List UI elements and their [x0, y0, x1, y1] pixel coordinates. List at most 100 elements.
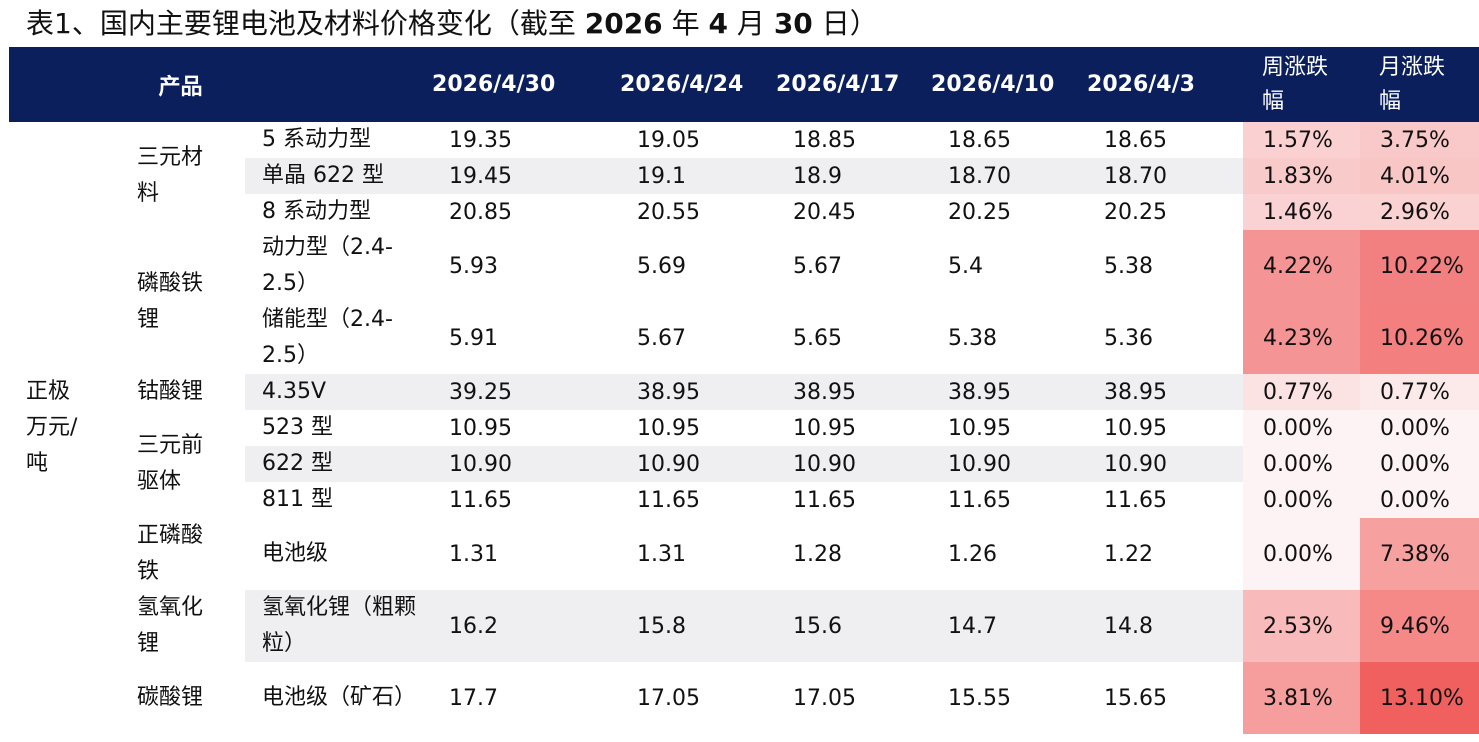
product-name: 单晶 622 型 — [262, 163, 384, 188]
table-row: 碳酸锂 电池级（矿石） 17.7 17.05 17.05 15.55 15.65 3.81% 1… — [9, 662, 1479, 734]
price-cell: 19.1 — [620, 158, 777, 194]
price-cell: 38.95 — [931, 374, 1088, 410]
price-cell: 16.2 — [432, 590, 621, 662]
price-cell: 18.85 — [793, 127, 857, 153]
table-row: 正极 万元/吨 三元材料 5 系动力型 19.35 19.05 18.85 18.65 18.… — [9, 122, 1479, 476]
price-cell: 10.90 — [620, 446, 777, 482]
price-cell: 5.67 — [793, 253, 843, 279]
group-name-cell: 三元前驱体 — [128, 410, 245, 518]
product-name: 电池级（矿石） — [262, 685, 417, 710]
price-cell: 38.95 — [776, 374, 932, 410]
group-name: 碳酸锂 — [137, 685, 204, 710]
product-cell: 811 型 — [245, 482, 432, 518]
product-cell: 储能型（2.4-2.5） — [245, 302, 432, 374]
week-change-cell: 3.81% — [1243, 662, 1361, 734]
price-cell: 18.65 — [948, 127, 1012, 153]
product-cell: 5 系动力型 — [245, 122, 432, 158]
price-table: 产品 2026/4/30 2026/4/24 2026/4/17 2026/4/… — [9, 47, 1479, 734]
price-cell: 38.95 — [620, 374, 777, 410]
header-row: 产品 2026/4/30 2026/4/24 2026/4/17 2026/4/… — [9, 47, 1479, 122]
price-cell: 5.69 — [637, 253, 687, 279]
table-row: 单晶 622 型 19.45 19.1 18.9 18.70 18.70 1.83% 4.01… — [9, 158, 1479, 194]
header-week-change: 周涨跌幅 — [1243, 47, 1361, 122]
table-row: 8 系动力型 20.85 20.55 20.45 20.25 20.25 1.46% 2.96… — [9, 194, 1479, 230]
price-cell: 5.67 — [637, 325, 687, 351]
price-cell: 14.7 — [931, 590, 1088, 662]
month-change-cell: 3.75% — [1360, 122, 1479, 158]
title-nian: 年 — [671, 7, 700, 40]
price-cell: 20.25 — [1104, 199, 1168, 225]
table-row: 磷酸铁锂 动力型（2.4-2.5） 5.93 5.69 5.67 5.4 5.38 4.22%… — [9, 230, 1479, 332]
price-cell: 11.65 — [449, 487, 513, 513]
week-change-cell: 1.83% — [1243, 158, 1361, 194]
product-name: 8 系动力型 — [262, 199, 371, 224]
group-name-cell: 钴酸锂 — [128, 374, 245, 410]
group-name-cell: 碳酸锂 — [128, 662, 245, 734]
price-cell: 18.70 — [931, 158, 1088, 194]
price-cell: 10.90 — [931, 446, 1088, 482]
category-cell: 正极 万元/吨 — [9, 122, 128, 734]
month-change-cell: 0.00% — [1360, 482, 1479, 518]
header-month-change-label: 月涨跌幅 — [1379, 54, 1446, 114]
price-cell: 17.05 — [793, 685, 857, 711]
week-change-cell: 0.00% — [1243, 446, 1361, 482]
price-cell: 38.95 — [1087, 374, 1244, 410]
product-name: 523 型 — [262, 415, 333, 440]
price-cell: 17.05 — [637, 685, 701, 711]
price-cell: 5.4 — [948, 253, 984, 279]
product-name: 电池级 — [262, 541, 329, 566]
header-date-5: 2026/4/3 — [1087, 47, 1244, 122]
price-cell: 18.65 — [1104, 127, 1168, 153]
price-cell: 11.65 — [1104, 487, 1168, 513]
week-change-cell: 1.46% — [1243, 194, 1361, 230]
header-week-change-label: 周涨跌幅 — [1262, 54, 1329, 114]
price-cell: 5.38 — [1104, 253, 1154, 279]
week-change-cell: 4.22% — [1243, 230, 1361, 302]
price-cell: 17.7 — [449, 685, 499, 711]
product-cell: 单晶 622 型 — [245, 158, 433, 194]
product-name: 4.35V — [262, 379, 327, 404]
week-change-cell: 0.77% — [1243, 374, 1361, 410]
price-cell: 20.55 — [637, 199, 701, 225]
price-cell: 1.31 — [449, 541, 499, 567]
price-cell: 10.95 — [793, 415, 857, 441]
product-cell: 622 型 — [245, 446, 433, 482]
product-cell: 动力型（2.4-2.5） — [245, 230, 432, 302]
week-change-cell: 4.23% — [1243, 302, 1361, 374]
product-name: 5 系动力型 — [262, 127, 371, 152]
price-cell: 11.65 — [793, 487, 857, 513]
price-cell: 1.22 — [1104, 541, 1154, 567]
table-row: 811 型 11.65 11.65 11.65 11.65 11.65 0.00% 0.00% — [9, 482, 1479, 518]
month-change-cell: 2.96% — [1360, 194, 1479, 230]
title-year: 2026 — [584, 7, 663, 40]
price-cell: 10.95 — [1104, 415, 1168, 441]
month-change-cell: 0.00% — [1360, 446, 1479, 482]
group-name: 磷酸铁锂 — [137, 271, 204, 332]
title-day: 30 — [773, 7, 813, 40]
price-cell: 39.25 — [432, 374, 621, 410]
title-yue: 月 — [736, 7, 765, 40]
group-name: 钴酸锂 — [137, 379, 204, 404]
table-row: 正磷酸铁 电池级 1.31 1.31 1.28 1.26 1.22 0.00% 7.38% — [9, 518, 1479, 590]
category-label: 正极 万元/吨 — [26, 379, 78, 476]
price-cell: 1.26 — [948, 541, 998, 567]
group-name-cell: 氢氧化锂 — [128, 590, 245, 662]
header-date-3: 2026/4/17 — [776, 47, 932, 122]
price-cell: 18.9 — [776, 158, 932, 194]
price-cell: 19.35 — [449, 127, 513, 153]
product-cell: 电池级 — [245, 518, 432, 590]
price-cell: 18.70 — [1087, 158, 1244, 194]
price-cell: 10.90 — [1087, 446, 1244, 482]
price-cell: 20.25 — [948, 199, 1012, 225]
price-cell: 14.8 — [1087, 590, 1244, 662]
price-cell: 5.36 — [1104, 325, 1154, 351]
header-date-4: 2026/4/10 — [931, 47, 1088, 122]
price-cell: 10.90 — [432, 446, 621, 482]
price-cell: 10.90 — [776, 446, 932, 482]
week-change-cell: 1.57% — [1243, 122, 1361, 158]
month-change-cell: 10.26% — [1360, 302, 1479, 374]
header-date-2: 2026/4/24 — [620, 47, 777, 122]
week-change-cell: 0.00% — [1243, 482, 1361, 518]
week-change-cell: 0.00% — [1243, 410, 1361, 446]
price-cell: 1.28 — [793, 541, 843, 567]
